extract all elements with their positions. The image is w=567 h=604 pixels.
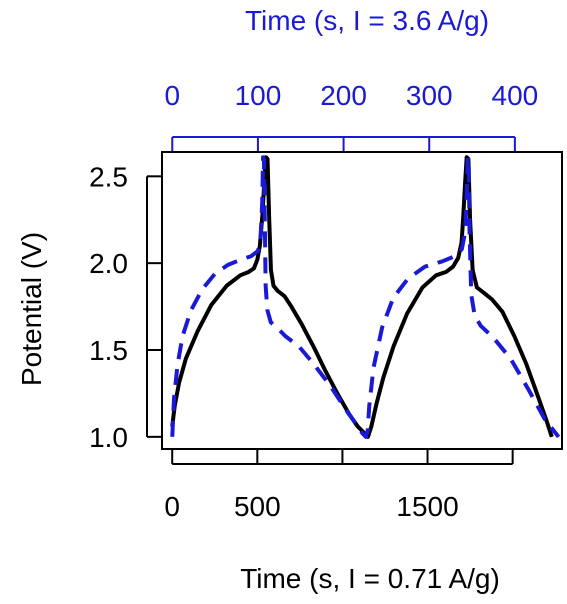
left-axis-tick-labels: 1.0 1.5 2.0 2.5	[89, 161, 128, 453]
top-axis-label: Time (s, I = 3.6 A/g)	[245, 5, 489, 36]
top-axis-tick-label: 400	[492, 80, 539, 111]
top-axis-ticks	[171, 137, 516, 151]
series-line-blue-dashed	[170, 155, 561, 439]
bottom-axis-tick-label: 1500	[396, 491, 458, 522]
left-axis-ticks	[147, 175, 161, 438]
left-axis-tick-label: 1.0	[89, 422, 128, 453]
top-axis-tick-label: 100	[235, 80, 282, 111]
left-axis-tick-label: 2.0	[89, 248, 128, 279]
left-axis-tick-label: 1.5	[89, 335, 128, 366]
series-line-black	[170, 155, 554, 439]
top-axis: 0 100 200 300 400	[164, 80, 538, 151]
top-axis-tick-label: 200	[320, 80, 367, 111]
left-axis-tick-label: 2.5	[89, 161, 128, 192]
top-axis-tick-labels: 0 100 200 300 400	[164, 80, 538, 111]
top-axis-tick-label: 300	[406, 80, 453, 111]
bottom-axis-tick-labels: 0 500 1500	[164, 491, 458, 522]
left-axis: 1.0 1.5 2.0 2.5	[89, 161, 161, 453]
plot-frame	[161, 151, 563, 450]
bottom-axis-label: Time (s, I = 0.71 A/g)	[240, 563, 500, 594]
bottom-axis: 0 500 1500	[164, 450, 514, 522]
bottom-axis-tick-label: 0	[164, 491, 180, 522]
bottom-axis-tick-label: 500	[234, 491, 281, 522]
y-axis-label: Potential (V)	[16, 232, 47, 386]
top-axis-tick-label: 0	[164, 80, 180, 111]
bottom-axis-ticks	[171, 450, 514, 464]
plot-area	[161, 151, 563, 450]
series-layer	[170, 155, 561, 439]
